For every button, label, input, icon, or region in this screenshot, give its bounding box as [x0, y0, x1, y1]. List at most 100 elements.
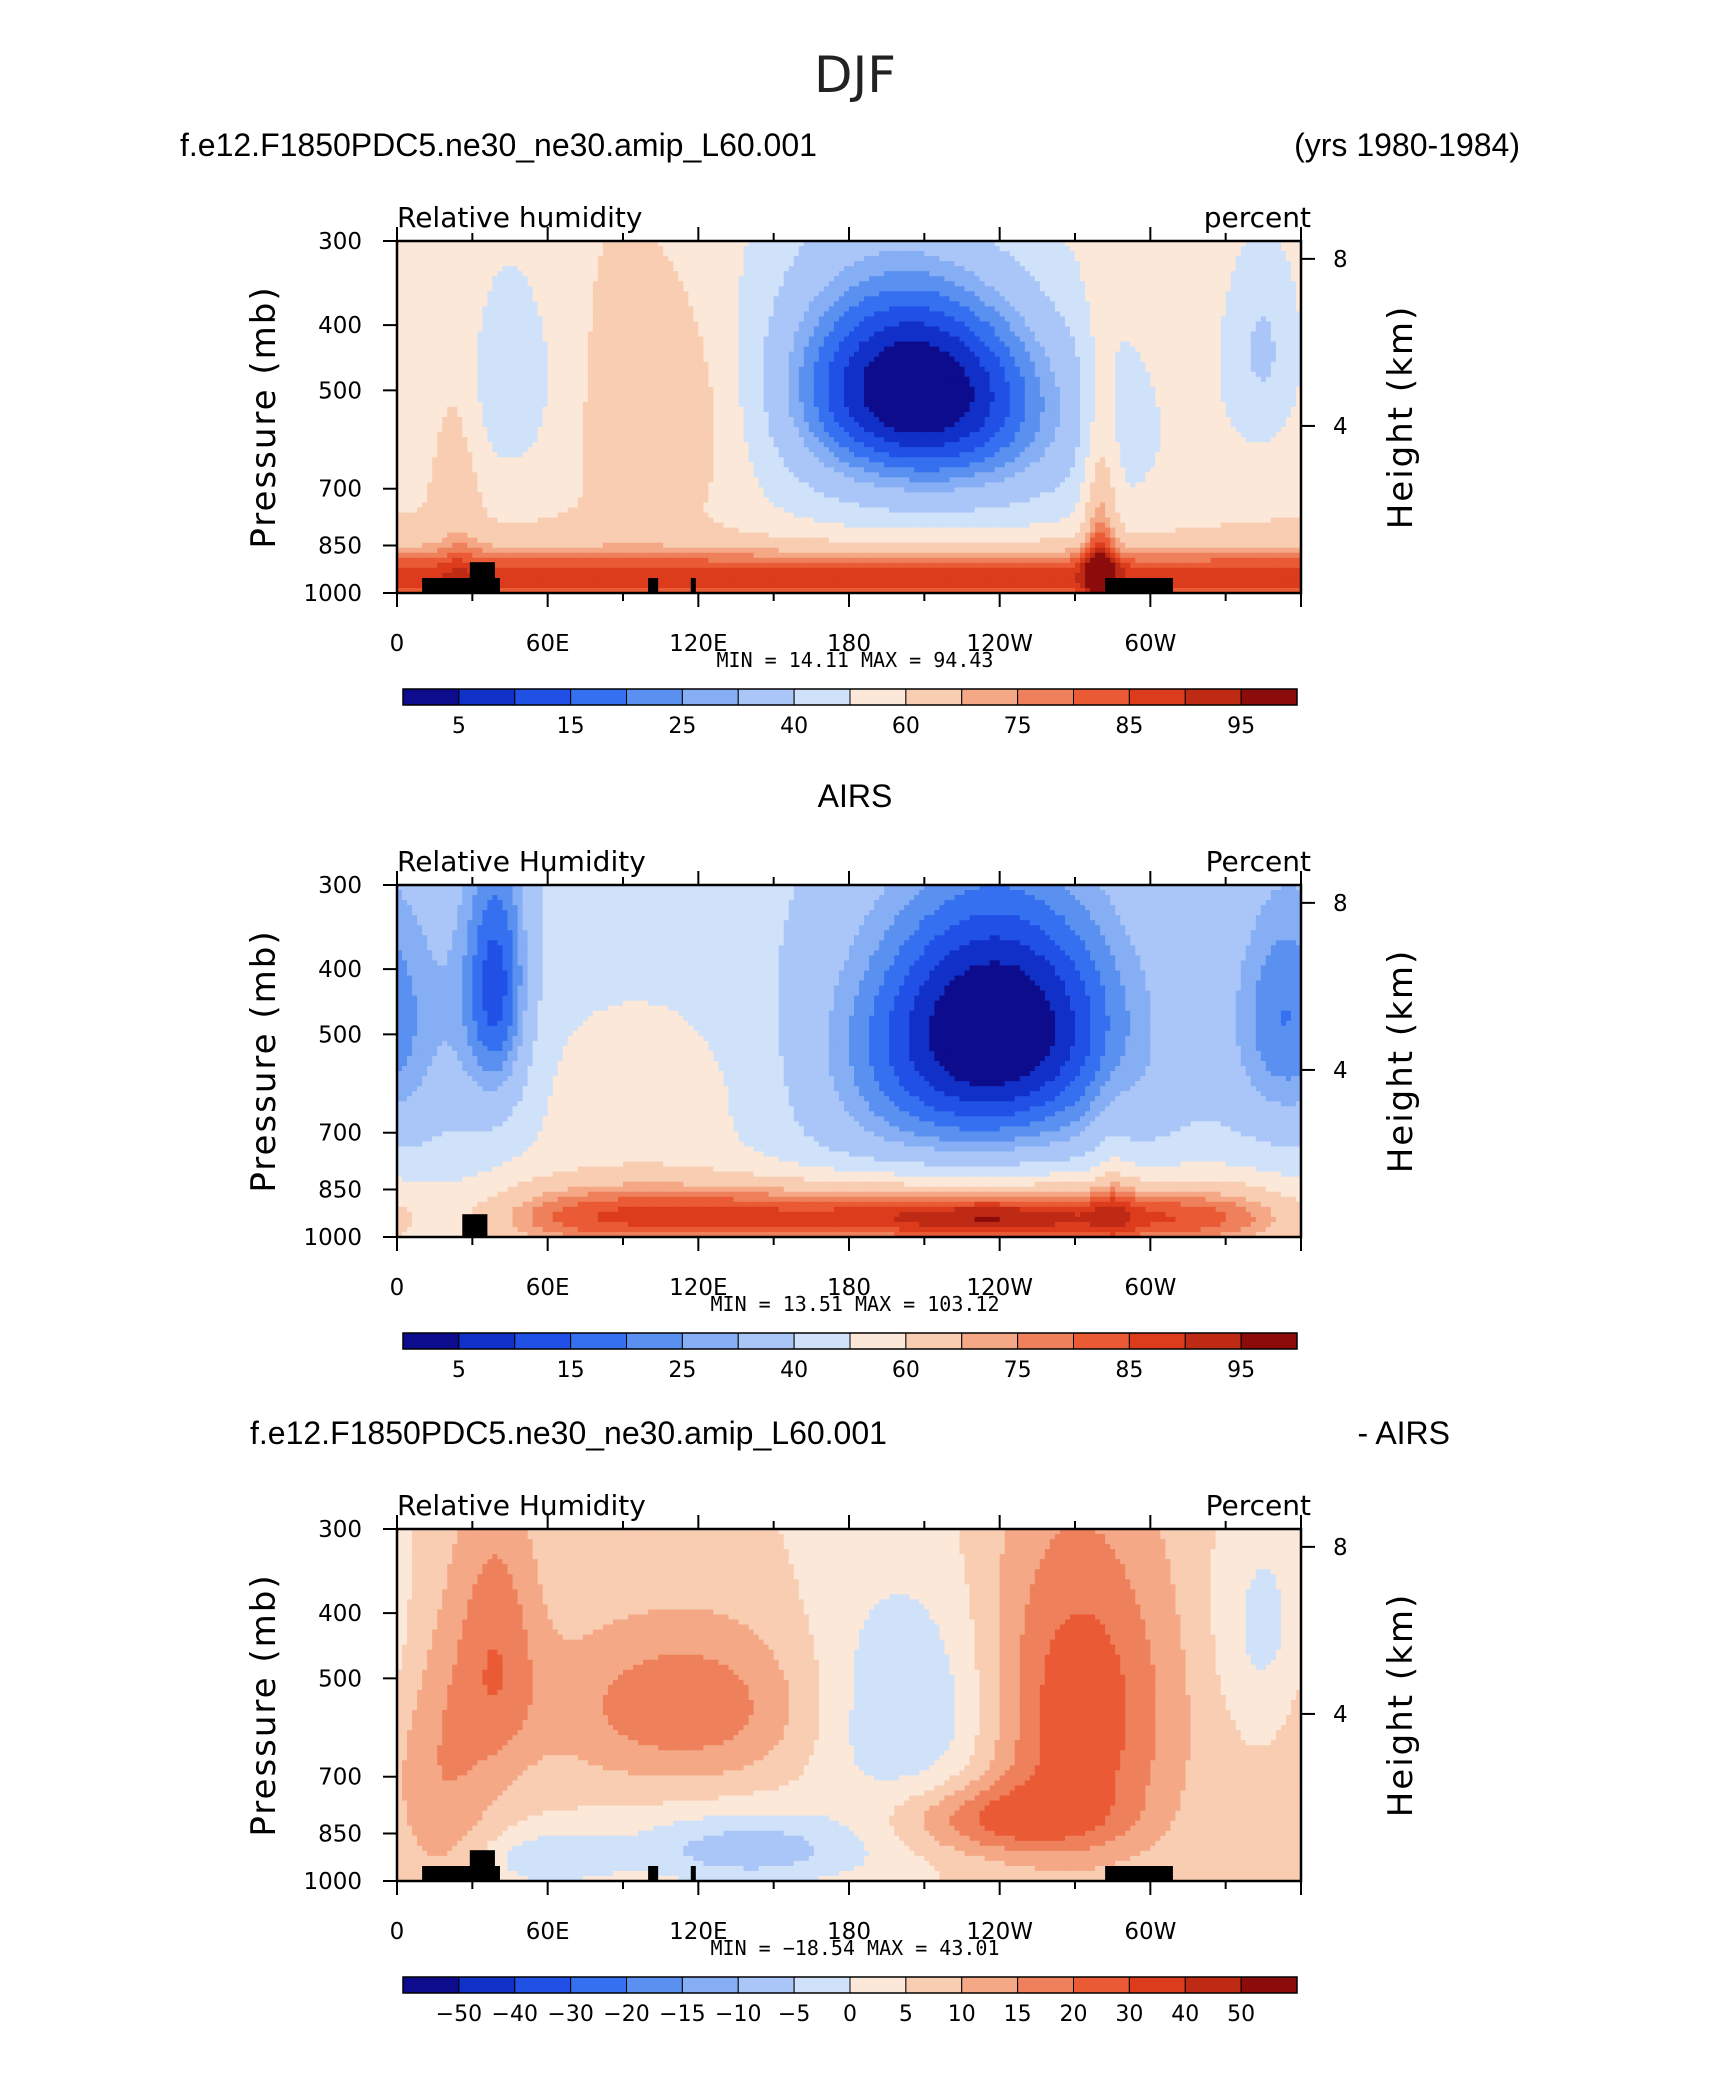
colorbar: −50 −40 −30 −20 −15 −10 −5 0 5 10 15 20 30 40 50 — [403, 1977, 1297, 2027]
x-tick-label: 0 — [390, 1919, 405, 1945]
units-label: Percent — [1206, 1489, 1311, 1522]
terrain-block — [1105, 578, 1173, 593]
colorbar-label: 5 — [899, 2002, 913, 2027]
colorbar-swatch — [1018, 1977, 1074, 1993]
x-tick-label: 60W — [1124, 1275, 1176, 1301]
y-right-tick-label: 8 — [1333, 1535, 1348, 1561]
terrain-block — [691, 578, 696, 593]
colorbar-swatch — [850, 689, 906, 705]
colorbar-swatch — [403, 1977, 459, 1993]
x-tick-label: 60E — [526, 631, 570, 657]
y-right-tick-label: 8 — [1333, 247, 1348, 273]
y-tick-label: 850 — [318, 1177, 362, 1203]
colorbar-swatch — [738, 689, 794, 705]
terrain-block — [492, 578, 500, 593]
colorbar-swatch — [459, 689, 515, 705]
colorbar-swatch — [1074, 1977, 1130, 1993]
x-tick-label: 60E — [526, 1275, 570, 1301]
y-right-tick-label: 4 — [1333, 1058, 1348, 1084]
variable-label: Relative Humidity — [397, 845, 646, 878]
colorbar-swatch — [738, 1333, 794, 1349]
y-tick-label: 850 — [318, 533, 362, 559]
panel-3: f.e12.F1850PDC5.ne30_ne30.amip_L60.001- … — [244, 1415, 1450, 2027]
y-tick-label: 1000 — [303, 1869, 362, 1895]
panel-header-right: (yrs 1980-1984) — [1294, 127, 1520, 163]
y-axis-label: Pressure (mb) — [244, 285, 284, 548]
colorbar-label: 15 — [557, 714, 585, 739]
colorbar-swatch — [962, 689, 1018, 705]
colorbar-swatch — [1074, 689, 1130, 705]
y-tick-label: 400 — [318, 1601, 362, 1627]
colorbar-label: −30 — [547, 2002, 593, 2027]
colorbar-swatch — [1185, 1333, 1241, 1349]
colorbar-label: 5 — [452, 1358, 466, 1383]
colorbar-swatch — [794, 1977, 850, 1993]
y-tick-label: 500 — [318, 378, 362, 404]
colorbar-swatch — [515, 689, 571, 705]
colorbar-label: −50 — [436, 2002, 482, 2027]
colorbar-swatch — [571, 1977, 627, 1993]
colorbar-swatch — [459, 1333, 515, 1349]
units-label: Percent — [1206, 845, 1311, 878]
colorbar-swatch — [1129, 1977, 1185, 1993]
panel-header-left: f.e12.F1850PDC5.ne30_ne30.amip_L60.001 — [250, 1415, 887, 1451]
colorbar-label: 60 — [892, 1358, 920, 1383]
colorbar-label: 40 — [1171, 2002, 1199, 2027]
colorbar-swatch — [571, 1333, 627, 1349]
terrain-block — [648, 578, 658, 593]
colorbar-label: 10 — [948, 2002, 976, 2027]
colorbar-swatch — [1018, 689, 1074, 705]
colorbar-label: −40 — [492, 2002, 538, 2027]
min-max-stats: MIN = 13.51 MAX = 103.12 — [711, 1292, 1000, 1316]
x-tick-label: 0 — [390, 631, 405, 657]
y-tick-label: 300 — [318, 1517, 362, 1543]
colorbar-label: 0 — [843, 2002, 857, 2027]
terrain-block — [422, 578, 472, 593]
colorbar-swatch — [627, 1977, 683, 1993]
terrain-block — [470, 1850, 495, 1881]
colorbar-swatch — [682, 1977, 738, 1993]
terrain-block — [691, 1866, 696, 1881]
colorbar-swatch — [794, 689, 850, 705]
variable-label: Relative Humidity — [397, 1489, 646, 1522]
colorbar-label: 75 — [1004, 1358, 1032, 1383]
figure-title: DJF — [814, 46, 896, 104]
colorbar-label: 75 — [1004, 714, 1032, 739]
colorbar-swatch — [738, 1977, 794, 1993]
x-tick-label: 60W — [1124, 1919, 1176, 1945]
colorbar-swatch — [627, 1333, 683, 1349]
y-tick-label: 700 — [318, 1765, 362, 1791]
y-axis-label: Pressure (mb) — [244, 929, 284, 1192]
colorbar-swatch — [1185, 689, 1241, 705]
colorbar-swatch — [1241, 1977, 1297, 1993]
x-tick-label: 0 — [390, 1275, 405, 1301]
variable-label: Relative humidity — [397, 201, 642, 234]
colorbar-swatch — [403, 689, 459, 705]
colorbar-label: 60 — [892, 714, 920, 739]
colorbar-label: 95 — [1227, 714, 1255, 739]
contour-field — [397, 241, 1302, 594]
colorbar-swatch — [515, 1977, 571, 1993]
y-right-axis-label: Height (km) — [1381, 1593, 1421, 1818]
colorbar-swatch — [962, 1333, 1018, 1349]
colorbar-label: 95 — [1227, 1358, 1255, 1383]
colorbar-swatch — [682, 689, 738, 705]
colorbar-swatch — [515, 1333, 571, 1349]
min-max-stats: MIN = 14.11 MAX = 94.43 — [717, 648, 994, 672]
colorbar-swatch — [459, 1977, 515, 1993]
y-tick-label: 1000 — [303, 1225, 362, 1251]
x-tick-label: 60W — [1124, 631, 1176, 657]
colorbar-swatch — [1074, 1333, 1130, 1349]
x-tick-label: 60E — [526, 1919, 570, 1945]
y-tick-label: 700 — [318, 477, 362, 503]
colorbar-swatch — [850, 1977, 906, 1993]
colorbar-label: 40 — [780, 714, 808, 739]
colorbar-swatch — [403, 1333, 459, 1349]
y-tick-label: 500 — [318, 1666, 362, 1692]
terrain-block — [648, 1866, 658, 1881]
colorbar-swatch — [1185, 1977, 1241, 1993]
y-tick-label: 850 — [318, 1821, 362, 1847]
colorbar-swatch — [1129, 1333, 1185, 1349]
